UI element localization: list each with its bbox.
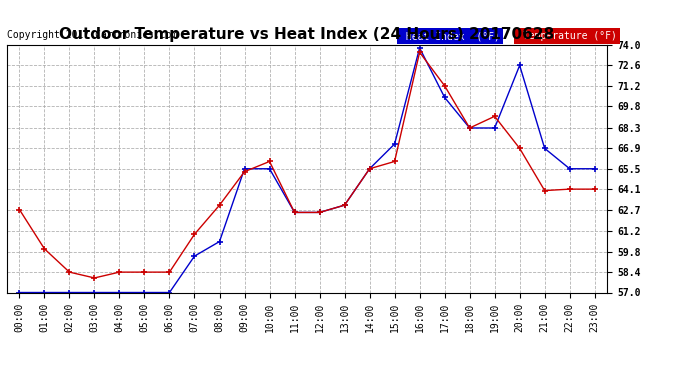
Temperature (°F) bbox=[90, 276, 99, 280]
Temperature (°F) bbox=[240, 170, 248, 174]
Heat Index (°F) bbox=[240, 166, 248, 171]
Temperature (°F) bbox=[340, 203, 348, 207]
Heat Index (°F) bbox=[391, 142, 399, 146]
Temperature (°F) bbox=[190, 232, 199, 237]
Temperature (°F) bbox=[166, 270, 174, 274]
Text: Heat Index  (°F): Heat Index (°F) bbox=[400, 31, 500, 41]
Heat Index (°F) bbox=[66, 290, 74, 295]
Temperature (°F) bbox=[266, 159, 274, 164]
Heat Index (°F) bbox=[290, 210, 299, 214]
Heat Index (°F) bbox=[115, 290, 124, 295]
Temperature (°F) bbox=[491, 114, 499, 118]
Temperature (°F) bbox=[566, 187, 574, 191]
Temperature (°F) bbox=[515, 146, 524, 151]
Temperature (°F) bbox=[66, 270, 74, 274]
Heat Index (°F) bbox=[591, 166, 599, 171]
Temperature (°F) bbox=[15, 207, 23, 212]
Heat Index (°F) bbox=[215, 239, 224, 244]
Heat Index (°F) bbox=[340, 203, 348, 207]
Title: Outdoor Temperature vs Heat Index (24 Hours) 20170628: Outdoor Temperature vs Heat Index (24 Ho… bbox=[59, 27, 555, 42]
Temperature (°F) bbox=[215, 203, 224, 207]
Heat Index (°F) bbox=[440, 95, 449, 100]
Heat Index (°F) bbox=[466, 126, 474, 130]
Temperature (°F) bbox=[440, 84, 449, 88]
Temperature (°F) bbox=[591, 187, 599, 191]
Heat Index (°F) bbox=[540, 146, 549, 151]
Temperature (°F) bbox=[466, 126, 474, 130]
Heat Index (°F) bbox=[40, 290, 48, 295]
Heat Index (°F) bbox=[190, 254, 199, 258]
Text: Temperature (°F): Temperature (°F) bbox=[518, 31, 617, 41]
Heat Index (°F) bbox=[491, 126, 499, 130]
Temperature (°F) bbox=[140, 270, 148, 274]
Temperature (°F) bbox=[290, 210, 299, 214]
Heat Index (°F) bbox=[140, 290, 148, 295]
Heat Index (°F) bbox=[515, 63, 524, 68]
Heat Index (°F) bbox=[266, 166, 274, 171]
Heat Index (°F) bbox=[415, 46, 424, 50]
Heat Index (°F) bbox=[315, 210, 324, 214]
Line: Temperature (°F): Temperature (°F) bbox=[16, 49, 598, 281]
Temperature (°F) bbox=[366, 166, 374, 171]
Temperature (°F) bbox=[315, 210, 324, 214]
Heat Index (°F) bbox=[15, 290, 23, 295]
Temperature (°F) bbox=[540, 188, 549, 193]
Temperature (°F) bbox=[415, 50, 424, 54]
Heat Index (°F) bbox=[566, 166, 574, 171]
Heat Index (°F) bbox=[90, 290, 99, 295]
Temperature (°F) bbox=[115, 270, 124, 274]
Temperature (°F) bbox=[391, 159, 399, 164]
Line: Heat Index (°F): Heat Index (°F) bbox=[16, 45, 598, 296]
Text: Copyright 2017 Cartronics.com: Copyright 2017 Cartronics.com bbox=[7, 30, 177, 40]
Temperature (°F) bbox=[40, 247, 48, 251]
Heat Index (°F) bbox=[366, 166, 374, 171]
Heat Index (°F) bbox=[166, 290, 174, 295]
